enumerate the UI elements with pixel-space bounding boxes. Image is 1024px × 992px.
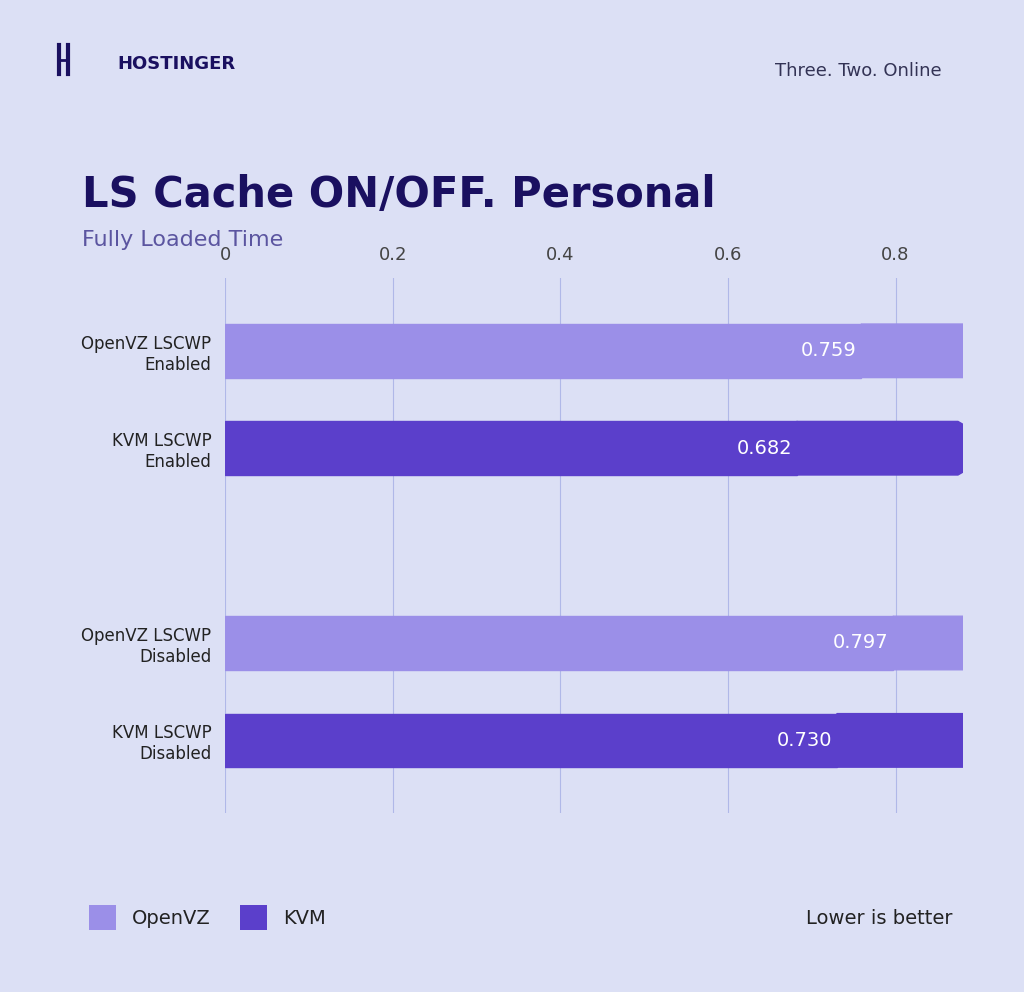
- Bar: [225, 713, 837, 767]
- Polygon shape: [893, 616, 1024, 670]
- Text: 0.797: 0.797: [834, 634, 889, 653]
- Bar: [225, 616, 893, 670]
- Legend: OpenVZ, KVM: OpenVZ, KVM: [81, 897, 333, 937]
- Bar: [225, 422, 797, 475]
- Polygon shape: [837, 713, 1024, 767]
- Polygon shape: [861, 324, 1024, 378]
- Polygon shape: [797, 422, 1005, 475]
- Bar: [225, 324, 861, 378]
- Text: 0.730: 0.730: [777, 731, 833, 750]
- Text: Fully Loaded Time: Fully Loaded Time: [82, 230, 284, 250]
- Text: 0.682: 0.682: [737, 438, 793, 457]
- Text: LS Cache ON/OFF. Personal: LS Cache ON/OFF. Personal: [82, 174, 716, 215]
- Text: Three. Two. Online: Three. Two. Online: [775, 62, 942, 80]
- Text: Lower is better: Lower is better: [806, 909, 952, 928]
- Text: HOSTINGER: HOSTINGER: [118, 55, 236, 72]
- Text: 0.759: 0.759: [801, 341, 857, 360]
